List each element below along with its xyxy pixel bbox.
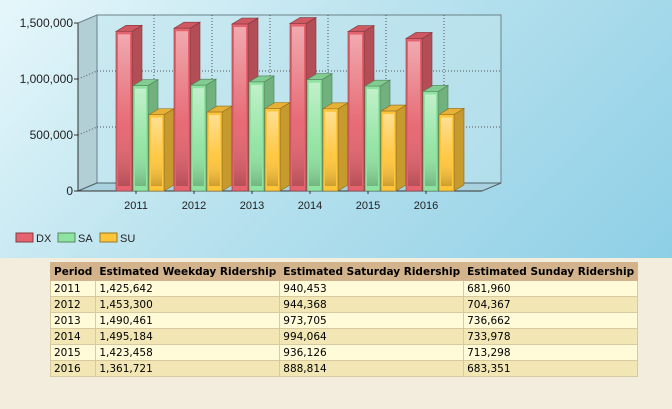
bar-chart-3d: 0 500,000 1,000,000 1,500,000 2011 2012 2013 20…: [15, 14, 502, 245]
table-cell: 2013: [49, 312, 97, 329]
legend-label: DX: [36, 233, 52, 245]
table-cell: 733,978: [463, 328, 639, 345]
bar-SU-2015: [379, 104, 408, 192]
header-saturday: Estimated Saturday Ridership: [279, 262, 465, 281]
bar-highlight: [383, 114, 394, 186]
table-cell: 736,662: [463, 312, 639, 329]
table-cell: 681,960: [463, 280, 639, 297]
gridline-left-wall: [77, 126, 98, 136]
table-cell: 2011: [49, 280, 97, 297]
bar-side: [221, 105, 233, 192]
table-row: 2014 1,495,184 994,064 733,978: [49, 328, 639, 345]
table-cell: 683,351: [463, 360, 639, 377]
table-row: 2013 1,490,461 973,705 736,662: [49, 312, 639, 329]
table-cell: 2012: [49, 296, 97, 313]
bar-highlight: [135, 88, 146, 186]
bar-side: [453, 107, 465, 192]
x-tick-label: 2011: [124, 200, 148, 212]
table-cell: 1,495,184: [95, 328, 281, 345]
table-cell: 1,453,300: [95, 296, 281, 313]
bar-SU-2016: [437, 107, 466, 192]
table-cell: 973,705: [279, 312, 465, 329]
bar-SU-2014: [321, 102, 350, 192]
bar-highlight: [309, 82, 320, 186]
legend-item-DX: DX: [15, 232, 52, 245]
ridership-table: Period Estimated Weekday Ridership Estim…: [49, 262, 639, 377]
bar-highlight: [267, 111, 278, 186]
bar-highlight: [408, 41, 420, 187]
header-sunday: Estimated Sunday Ridership: [463, 262, 639, 281]
legend-swatch: [15, 232, 34, 243]
bar-SU-2011: [147, 108, 176, 192]
x-tick-label: 2013: [240, 200, 264, 212]
legend-label: SU: [120, 233, 135, 245]
table-cell: 1,490,461: [95, 312, 281, 329]
y-tick-label: 1,000,000: [20, 72, 74, 86]
table-cell: 1,425,642: [95, 280, 281, 297]
table-cell: 1,423,458: [95, 344, 281, 361]
bar-SU-2013: [263, 101, 292, 192]
bar-side: [395, 104, 407, 192]
x-tick-label: 2016: [414, 200, 438, 212]
table-cell: 1,361,721: [95, 360, 281, 377]
header-weekday: Estimated Weekday Ridership: [95, 262, 281, 281]
bar-highlight: [118, 34, 130, 186]
y-tick-label: 1,500,000: [20, 16, 74, 30]
bar-highlight: [209, 115, 220, 186]
left-wall: [77, 14, 98, 192]
legend-item-SA: SA: [57, 232, 93, 245]
table-cell: 713,298: [463, 344, 639, 361]
table-row: 2016 1,361,721 888,814 683,351: [49, 360, 639, 377]
legend-item-SU: SU: [99, 232, 135, 245]
bar-side: [279, 101, 291, 192]
bar-highlight: [350, 34, 362, 186]
gridline-left-wall: [77, 70, 98, 80]
bar-side: [163, 108, 175, 192]
table-cell: 944,368: [279, 296, 465, 313]
y-tick-label: 0: [66, 184, 73, 198]
legend-label: SA: [78, 233, 93, 245]
legend-swatch: [99, 232, 118, 243]
table-cell: 2015: [49, 344, 97, 361]
table-header-row: Period Estimated Weekday Ridership Estim…: [49, 262, 639, 281]
table-cell: 994,064: [279, 328, 465, 345]
table-row: 2012 1,453,300 944,368 704,367: [49, 296, 639, 313]
table-cell: 888,814: [279, 360, 465, 377]
bar-highlight: [292, 26, 304, 186]
bar-highlight: [176, 31, 188, 186]
table-cell: 2016: [49, 360, 97, 377]
x-tick-label: 2012: [182, 200, 206, 212]
table-row: 2015 1,423,458 936,126 713,298: [49, 344, 639, 361]
table-cell: 2014: [49, 328, 97, 345]
table-cell: 940,453: [279, 280, 465, 297]
bar-highlight: [234, 27, 246, 187]
bar-highlight: [441, 117, 452, 186]
legend-swatch: [57, 232, 76, 243]
x-tick-label: 2014: [298, 200, 322, 212]
x-tick-label: 2015: [356, 200, 380, 212]
table-row: 2011 1,425,642 940,453 681,960: [49, 280, 639, 297]
table-cell: 936,126: [279, 344, 465, 361]
chart-area: 0 500,000 1,000,000 1,500,000 2011 2012 2013 20…: [0, 0, 672, 258]
table-cell: 704,367: [463, 296, 639, 313]
bar-highlight: [325, 111, 336, 186]
bar-highlight: [251, 84, 262, 186]
bar-highlight: [367, 89, 378, 186]
bar-highlight: [151, 117, 162, 186]
bar-side: [337, 102, 349, 192]
bar-highlight: [193, 88, 204, 186]
bar-SU-2012: [205, 105, 234, 192]
bar-highlight: [425, 94, 436, 186]
y-tick-label: 500,000: [30, 128, 74, 142]
header-period: Period: [49, 262, 97, 281]
